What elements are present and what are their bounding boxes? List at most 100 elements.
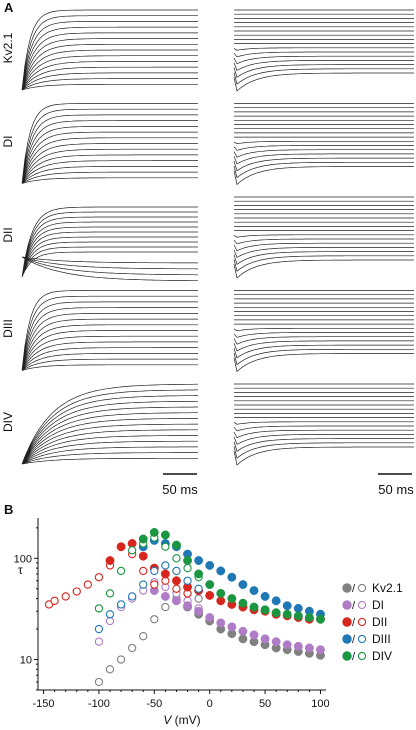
data-point-filled (249, 602, 259, 612)
data-point-filled (138, 551, 148, 561)
data-point-open (150, 580, 159, 589)
legend-open-marker (357, 634, 367, 644)
data-point-filled (216, 566, 226, 576)
data-point-filled (216, 588, 226, 598)
row-labels: Kv2.1 DI DII DIII DIV (1, 32, 15, 432)
data-point-open (139, 632, 148, 641)
legend-filled-marker (342, 651, 352, 661)
row-label: DIV (1, 412, 15, 432)
data-point-filled (205, 560, 215, 570)
chart-legend: / Kv2.1 / DI / DII / DIII / DIV (342, 581, 403, 663)
legend-separator: / (352, 600, 356, 612)
x-tick-label: -50 (146, 698, 162, 710)
x-tick-label: 100 (311, 698, 329, 710)
data-point-open (83, 580, 92, 589)
y-tick-label: 10 (20, 655, 32, 667)
data-point-open (183, 563, 192, 573)
data-point-filled (304, 613, 314, 622)
data-point-filled (238, 626, 248, 636)
scale-label-right: 50 ms (378, 482, 414, 497)
data-point-open (172, 584, 181, 593)
data-point-filled (227, 594, 237, 604)
data-point-filled (238, 580, 248, 590)
data-point-filled (238, 598, 248, 608)
data-point-filled (282, 609, 292, 619)
data-point-filled (271, 637, 281, 647)
data-point-open (105, 616, 115, 626)
activation-trace (21, 290, 198, 371)
row-label: DI (1, 136, 15, 148)
data-point-filled (216, 596, 226, 606)
x-tick-label: 0 (207, 698, 213, 710)
row-label: Kv2.1 (1, 32, 15, 63)
data-point-open (128, 592, 137, 601)
data-point-open (150, 566, 159, 576)
legend-separator: / (352, 583, 356, 595)
legend-label: DI (372, 598, 384, 612)
data-point-filled (160, 591, 170, 601)
data-point-open (105, 665, 115, 674)
data-point-filled (249, 586, 259, 596)
data-point-open (183, 576, 192, 585)
x-tick-label: 50 (259, 698, 271, 710)
data-point-open (94, 573, 104, 582)
data-point-filled (138, 534, 148, 544)
data-point-filled (205, 590, 215, 600)
data-point-open (128, 643, 137, 653)
data-point-filled (260, 605, 270, 615)
data-point-filled (316, 645, 325, 655)
data-point-filled (260, 591, 270, 601)
data-point-filled (194, 606, 204, 616)
data-point-filled (149, 527, 159, 537)
data-point-filled (227, 572, 237, 582)
panel-b-label: B (4, 502, 13, 517)
data-point-filled (316, 614, 325, 624)
data-point-open (94, 624, 104, 634)
y-tick-label: 100 (14, 553, 32, 565)
data-point-filled (160, 569, 170, 579)
legend-open-marker (357, 651, 367, 661)
data-point-open (139, 580, 148, 589)
legend-separator: / (352, 617, 356, 629)
legend-filled-marker (342, 600, 352, 610)
data-point-open (105, 610, 115, 619)
legend-label: DIV (372, 649, 392, 663)
data-point-open (150, 615, 159, 624)
x-axis-label-var: V (163, 713, 172, 727)
data-point-open (72, 587, 81, 596)
data-point-filled (172, 596, 181, 606)
data-point-filled (282, 640, 292, 650)
data-point-open (61, 592, 70, 601)
data-point-filled (293, 603, 303, 613)
scale-label-left: 50 ms (162, 482, 198, 497)
tail-trace (233, 290, 414, 373)
current-traces (21, 9, 414, 466)
data-point-filled (238, 634, 248, 644)
x-axis-label-unit: (mV) (171, 713, 200, 727)
data-point-filled (205, 613, 215, 622)
chart-points (44, 527, 325, 687)
legend-filled-marker (342, 583, 352, 593)
panel-a-label: A (4, 0, 14, 15)
data-point-open (50, 596, 59, 605)
tail-trace (233, 9, 414, 92)
data-point-filled (282, 601, 292, 611)
chart-axes: -150 -100 -50 0 50 100 10 100 (14, 518, 330, 710)
data-point-open (194, 584, 203, 593)
data-point-open (94, 637, 104, 646)
activation-trace (21, 103, 198, 184)
data-point-filled (304, 643, 314, 653)
data-point-filled (194, 556, 204, 565)
legend-open-marker (357, 617, 367, 627)
data-point-open (116, 600, 126, 609)
tail-trace (233, 196, 414, 279)
data-point-open (161, 602, 170, 612)
data-point-open (161, 561, 170, 570)
data-point-open (172, 566, 181, 576)
activation-trace (21, 383, 198, 465)
data-point-filled (260, 634, 270, 644)
x-tick-label: -150 (33, 698, 55, 710)
data-point-filled (227, 622, 237, 632)
y-axis-label: τ (18, 563, 23, 577)
